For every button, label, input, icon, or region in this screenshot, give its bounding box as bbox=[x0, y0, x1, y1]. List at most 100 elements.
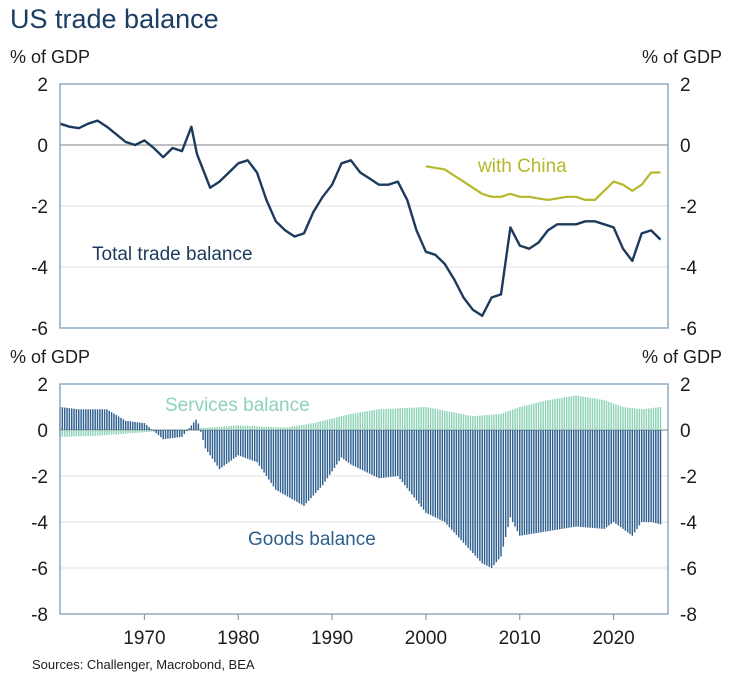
goods-bar bbox=[352, 430, 354, 466]
services-bar bbox=[223, 426, 225, 430]
bottom-y-axis-label-right: % of GDP bbox=[642, 347, 722, 367]
goods-bar bbox=[261, 430, 263, 470]
with-china-label: with China bbox=[477, 156, 567, 177]
goods-bar bbox=[497, 430, 500, 560]
services-bar bbox=[509, 410, 512, 430]
services-bar bbox=[310, 423, 312, 430]
services-bar bbox=[289, 426, 291, 430]
goods-bar bbox=[305, 430, 308, 504]
services-bar bbox=[129, 430, 132, 434]
goods-bar bbox=[425, 430, 427, 513]
goods-bar bbox=[511, 430, 514, 522]
services-bar bbox=[71, 430, 73, 437]
services-bar bbox=[542, 401, 544, 430]
goods-bar bbox=[321, 430, 324, 486]
bottom-y-ticks-left: 2 0 -2 -4 -6 -8 bbox=[31, 375, 48, 626]
services-bar bbox=[439, 409, 441, 430]
bottom-y-left-tick-label: -8 bbox=[31, 605, 48, 626]
goods-bar bbox=[422, 430, 425, 510]
services-bar bbox=[631, 408, 634, 430]
services-bar bbox=[575, 395, 577, 430]
services-bar bbox=[336, 417, 338, 430]
goods-bar bbox=[343, 430, 345, 460]
services-bar bbox=[63, 430, 66, 437]
top-y-axis-label-left: % of GDP bbox=[10, 47, 90, 67]
services-bar bbox=[544, 400, 547, 430]
x-tick-label: 1990 bbox=[311, 628, 353, 649]
goods-bar bbox=[204, 430, 207, 449]
goods-bar bbox=[561, 430, 563, 529]
services-bar bbox=[216, 426, 218, 430]
goods-bar bbox=[643, 430, 645, 522]
goods-bar bbox=[504, 430, 507, 537]
services-bar bbox=[453, 412, 455, 430]
services-bar bbox=[120, 430, 122, 435]
goods-bar bbox=[61, 407, 64, 430]
bottom-y-right-tick-label: -6 bbox=[680, 559, 697, 580]
services-bar bbox=[516, 407, 519, 430]
services-bar bbox=[82, 430, 85, 437]
services-bar bbox=[385, 408, 387, 430]
services-bar bbox=[141, 430, 143, 433]
goods-bar bbox=[474, 430, 476, 556]
services-bar bbox=[237, 425, 239, 430]
services-bar bbox=[359, 412, 361, 430]
goods-bar bbox=[535, 430, 537, 534]
goods-bar bbox=[427, 430, 429, 514]
services-bar bbox=[113, 430, 115, 435]
services-bar bbox=[554, 398, 556, 430]
services-bar bbox=[479, 415, 481, 431]
goods-bar bbox=[317, 430, 319, 491]
services-bar bbox=[277, 427, 279, 430]
goods-bar bbox=[364, 430, 366, 472]
services-bar bbox=[533, 403, 535, 430]
goods-bar bbox=[263, 430, 265, 473]
top-y-left-tick-label: 2 bbox=[37, 75, 48, 96]
services-bar bbox=[371, 410, 373, 430]
services-bar bbox=[467, 415, 469, 430]
goods-bar bbox=[486, 430, 488, 566]
goods-bar bbox=[626, 430, 629, 533]
goods-bar bbox=[146, 425, 148, 430]
services-bar bbox=[89, 430, 92, 436]
services-bar bbox=[458, 413, 460, 430]
goods-bar bbox=[251, 430, 254, 461]
services-bar bbox=[131, 430, 134, 434]
goods-bar bbox=[216, 430, 218, 466]
goods-bar bbox=[575, 430, 577, 527]
goods-bar bbox=[298, 430, 300, 504]
goods-bar bbox=[108, 410, 110, 430]
goods-bar bbox=[221, 430, 223, 468]
top-y-ticks-right: 2 0 -2 -4 -6 bbox=[680, 75, 697, 340]
x-tick-label: 2010 bbox=[499, 628, 541, 649]
goods-bar bbox=[117, 416, 120, 430]
services-bar bbox=[615, 404, 617, 430]
services-bar bbox=[103, 430, 106, 436]
goods-bar bbox=[350, 430, 352, 465]
services-bar bbox=[221, 426, 223, 430]
services-bar bbox=[603, 400, 605, 430]
services-bar bbox=[472, 416, 474, 430]
bottom-panel-frame bbox=[59, 383, 669, 615]
bottom-y-left-tick-label: 0 bbox=[37, 421, 48, 442]
goods-bar bbox=[237, 430, 239, 456]
goods-bar bbox=[413, 430, 415, 498]
goods-bar bbox=[615, 430, 617, 524]
x-tick-label: 1980 bbox=[217, 628, 259, 649]
goods-bar bbox=[624, 430, 627, 531]
goods-bar bbox=[523, 430, 526, 536]
services-bar bbox=[275, 427, 277, 430]
goods-bar bbox=[176, 430, 179, 438]
goods-bar bbox=[80, 409, 82, 430]
services-bar bbox=[368, 410, 371, 430]
goods-bar bbox=[610, 430, 612, 524]
services-bar bbox=[314, 422, 317, 430]
services-bar bbox=[78, 430, 80, 437]
services-bar bbox=[303, 424, 305, 430]
services-bar bbox=[486, 415, 488, 430]
goods-bar bbox=[87, 409, 89, 430]
goods-bar bbox=[544, 430, 547, 532]
goods-bar bbox=[96, 409, 99, 430]
goods-bar bbox=[652, 430, 655, 523]
bottom-y-left-tick-label: -2 bbox=[31, 467, 48, 488]
